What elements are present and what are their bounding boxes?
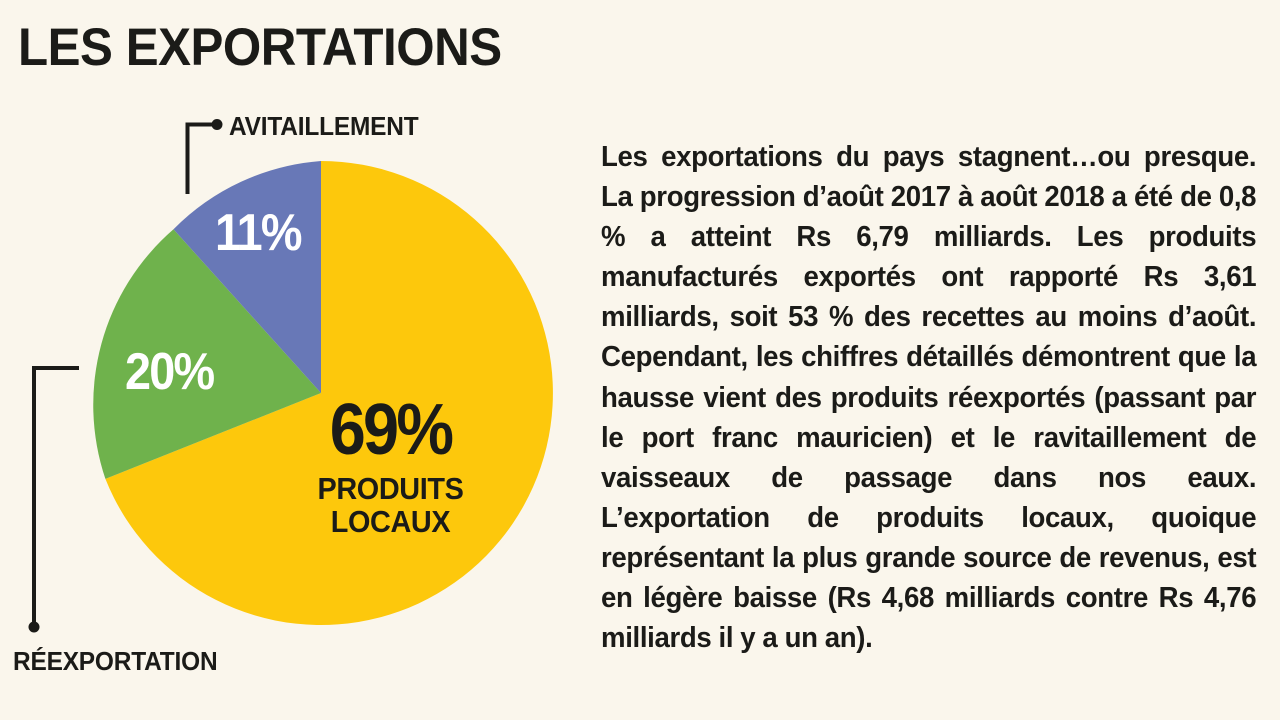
pie-slice-avitaillement[interactable]	[173, 161, 322, 393]
leader-line-avitaillement	[185, 119, 223, 194]
pie-chart-svg	[28, 119, 553, 633]
leader-line-reexportation	[28, 366, 79, 633]
slice-value-reexportation: 20%	[125, 343, 215, 401]
article-body-text: Les exportations du pays stagnent…ou pre…	[601, 140, 1257, 654]
pie-chart: AVITAILLEMENT RÉEXPORTATION 11% 20% 69% …	[0, 0, 600, 720]
callout-label-avitaillement: AVITAILLEMENT	[229, 111, 419, 141]
pie-slice-produits-locaux[interactable]	[105, 161, 553, 625]
page-title: LES EXPORTATIONS	[18, 18, 502, 77]
slice-annotation-produits-locaux: 69% PRODUITS LOCAUX	[258, 390, 523, 539]
slice-name-produits-locaux: PRODUITS LOCAUX	[317, 471, 464, 539]
callout-label-reexportation: RÉEXPORTATION	[13, 646, 218, 676]
slice-value-produits-locaux: 69%	[329, 390, 454, 470]
slice-value-avitaillement: 11%	[215, 204, 303, 262]
pie-slice-reexportation[interactable]	[93, 229, 321, 479]
